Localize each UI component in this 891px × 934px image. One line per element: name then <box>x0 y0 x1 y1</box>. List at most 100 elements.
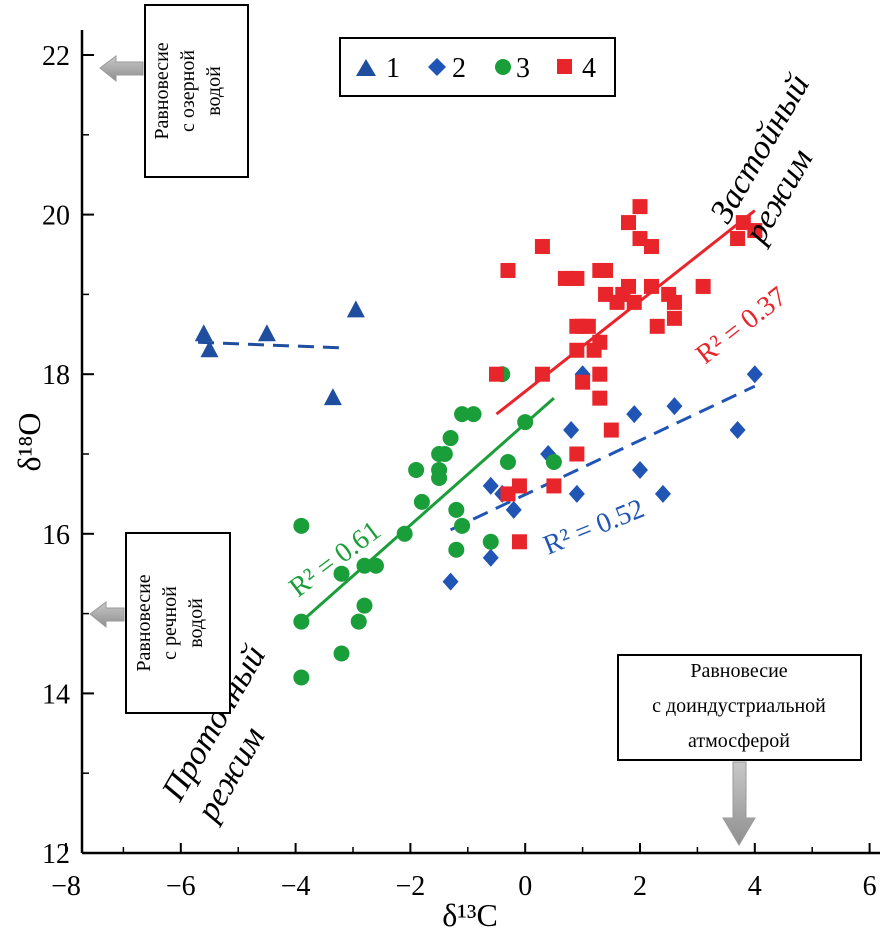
x-tick-label: 0 <box>518 871 532 902</box>
legend-marker-3 <box>495 59 511 75</box>
point-series-4 <box>592 366 608 382</box>
y-tick-label: 16 <box>42 520 70 551</box>
point-series-4 <box>666 310 682 326</box>
point-series-1 <box>194 324 213 342</box>
point-series-4 <box>569 342 585 358</box>
r2-label-series-2: R² = 0.52 <box>539 493 649 561</box>
axes <box>80 30 880 855</box>
point-series-1 <box>200 340 219 358</box>
ticks <box>65 54 871 854</box>
point-series-3 <box>413 493 430 510</box>
point-series-3 <box>545 453 562 470</box>
svg-text:с речной: с речной <box>159 586 181 660</box>
point-series-4 <box>500 262 516 278</box>
svg-text:с озерной: с озерной <box>177 50 199 132</box>
x-axis-title: δ¹³C <box>442 897 498 933</box>
atmosphere-equilibrium-annotation: Равновесие с доиндустриальной атмосферой <box>617 654 862 846</box>
river-arrow-icon <box>89 601 125 629</box>
svg-text:водой: водой <box>185 598 207 648</box>
point-series-2 <box>666 397 683 416</box>
point-series-4 <box>511 478 527 494</box>
river-box <box>125 532 231 714</box>
point-series-1 <box>257 324 276 342</box>
data-points <box>194 199 763 686</box>
point-series-2 <box>746 365 763 384</box>
point-series-3 <box>431 461 448 478</box>
point-series-4 <box>489 366 504 382</box>
point-series-2 <box>626 405 643 424</box>
point-series-2 <box>568 484 585 503</box>
point-series-4 <box>534 239 550 255</box>
point-series-4 <box>626 294 642 310</box>
point-series-3 <box>350 613 367 630</box>
point-series-3 <box>408 461 425 478</box>
point-series-3 <box>454 406 471 423</box>
x-tick-label: −2 <box>396 871 426 902</box>
point-series-3 <box>356 597 373 614</box>
y-axis-title: δ¹⁸O <box>11 413 47 472</box>
x-tick-label: −6 <box>166 871 196 902</box>
point-series-3 <box>436 446 453 462</box>
svg-text:водой: водой <box>203 66 225 116</box>
y-tick-label: 12 <box>42 839 70 870</box>
legend-label-4: 4 <box>582 53 596 84</box>
point-series-4 <box>598 262 614 278</box>
point-series-4 <box>695 278 711 294</box>
point-series-3 <box>454 517 471 534</box>
point-series-4 <box>592 390 608 406</box>
point-series-3 <box>356 557 373 574</box>
point-series-4 <box>730 231 746 247</box>
point-series-2 <box>632 460 648 479</box>
point-series-4 <box>603 422 619 438</box>
point-series-4 <box>500 486 516 502</box>
point-series-4 <box>621 278 637 294</box>
legend-box <box>339 37 616 97</box>
point-series-3 <box>396 525 413 542</box>
x-tick-label: −8 <box>51 871 81 902</box>
point-series-4 <box>569 270 585 286</box>
x-tick-label: 2 <box>633 871 647 902</box>
y-tick-label: 18 <box>42 360 70 391</box>
point-series-2 <box>729 421 746 440</box>
atmosphere-arrow-icon <box>722 761 756 846</box>
point-series-4 <box>632 231 648 247</box>
legend-marker-1 <box>356 59 376 76</box>
point-series-3 <box>293 613 310 630</box>
svg-text:Равновесие: Равновесие <box>133 574 155 671</box>
point-series-1 <box>323 388 342 406</box>
point-series-4 <box>575 374 591 390</box>
trend-line-series-2 <box>449 384 756 532</box>
point-series-4 <box>598 286 614 302</box>
trend-line-series-3 <box>300 397 555 623</box>
point-series-4 <box>621 215 637 231</box>
point-series-2 <box>654 484 671 503</box>
svg-text:Равновесие: Равновесие <box>151 42 173 139</box>
point-series-2 <box>563 421 580 440</box>
point-series-2 <box>505 500 522 519</box>
point-series-4 <box>649 318 665 334</box>
point-series-4 <box>592 334 608 350</box>
svg-text:атмосферой: атмосферой <box>688 730 790 752</box>
point-series-3 <box>293 517 310 534</box>
point-series-3 <box>448 541 465 558</box>
point-series-4 <box>534 366 550 382</box>
atmosphere-box <box>617 654 862 761</box>
point-series-3 <box>448 501 465 518</box>
point-series-4 <box>580 318 596 334</box>
point-series-3 <box>517 414 534 431</box>
point-series-3 <box>465 406 482 423</box>
point-series-4 <box>747 223 763 239</box>
x-tick-label: 6 <box>863 871 877 902</box>
lake-arrow-icon <box>99 55 144 83</box>
legend: 1 2 3 4 <box>339 37 616 97</box>
point-series-4 <box>666 294 682 310</box>
point-series-4 <box>643 239 659 255</box>
svg-text:с доиндустриальной: с доиндустриальной <box>652 695 826 717</box>
x-tick-label: 4 <box>748 871 762 902</box>
svg-text:Равновесие: Равновесие <box>690 660 787 682</box>
point-series-3 <box>293 669 310 686</box>
lake-equilibrium-annotation: Равновесие с озерной водой <box>99 4 249 178</box>
point-series-4 <box>735 215 751 231</box>
